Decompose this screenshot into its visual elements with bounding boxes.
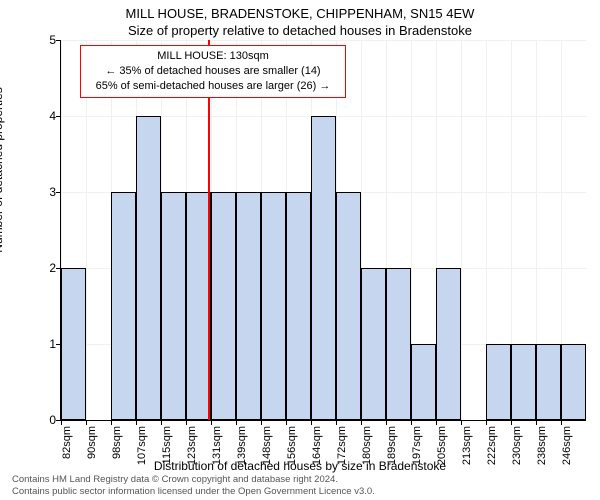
x-tick-mark <box>411 420 412 425</box>
x-tick-mark <box>236 420 237 425</box>
y-tick-mark <box>56 344 61 345</box>
x-tick-mark <box>336 420 337 425</box>
x-tick-label: 98sqm <box>111 426 123 459</box>
histogram-bar <box>236 192 261 420</box>
x-tick-mark <box>186 420 187 425</box>
x-tick-mark <box>536 420 537 425</box>
x-axis-label: Distribution of detached houses by size … <box>0 459 600 473</box>
y-tick-label: 0 <box>36 413 56 427</box>
histogram-bar <box>136 116 161 420</box>
x-tick-mark <box>461 420 462 425</box>
chart-container: MILL HOUSE, BRADENSTOKE, CHIPPENHAM, SN1… <box>0 0 600 500</box>
footer-note: Contains HM Land Registry data © Crown c… <box>12 474 375 498</box>
histogram-bar <box>311 116 336 420</box>
x-tick-label: 82sqm <box>61 426 73 459</box>
histogram-bar <box>411 344 436 420</box>
histogram-bar <box>361 268 386 420</box>
x-tick-mark <box>261 420 262 425</box>
info-box-line3: 65% of semi-detached houses are larger (… <box>87 79 339 94</box>
histogram-bar <box>336 192 361 420</box>
histogram-bar <box>536 344 561 420</box>
info-box-line2: ← 35% of detached houses are smaller (14… <box>87 64 339 79</box>
chart-title-sub: Size of property relative to detached ho… <box>0 23 600 38</box>
y-tick-label: 4 <box>36 109 56 123</box>
y-tick-mark <box>56 192 61 193</box>
x-tick-mark <box>211 420 212 425</box>
x-tick-mark <box>161 420 162 425</box>
histogram-bar <box>286 192 311 420</box>
y-tick-label: 5 <box>36 33 56 47</box>
histogram-bar <box>386 268 411 420</box>
x-tick-mark <box>386 420 387 425</box>
y-tick-mark <box>56 40 61 41</box>
histogram-bar <box>511 344 536 420</box>
histogram-bar <box>161 192 186 420</box>
footer-line2: Contains public sector information licen… <box>12 486 375 498</box>
footer-line1: Contains HM Land Registry data © Crown c… <box>12 474 375 486</box>
x-tick-mark <box>561 420 562 425</box>
histogram-bar <box>561 344 586 420</box>
x-tick-mark <box>511 420 512 425</box>
info-box-line1: MILL HOUSE: 130sqm <box>87 49 339 64</box>
histogram-bar <box>61 268 86 420</box>
y-tick-label: 2 <box>36 261 56 275</box>
x-tick-mark <box>486 420 487 425</box>
chart-title-main: MILL HOUSE, BRADENSTOKE, CHIPPENHAM, SN1… <box>0 6 600 21</box>
x-tick-mark <box>111 420 112 425</box>
y-tick-label: 1 <box>36 337 56 351</box>
x-tick-mark <box>311 420 312 425</box>
x-tick-label: 90sqm <box>86 426 98 459</box>
x-tick-mark <box>61 420 62 425</box>
x-tick-mark <box>361 420 362 425</box>
histogram-bar <box>211 192 236 420</box>
histogram-bar <box>486 344 511 420</box>
info-box: MILL HOUSE: 130sqm ← 35% of detached hou… <box>80 45 346 98</box>
y-tick-label: 3 <box>36 185 56 199</box>
y-tick-mark <box>56 116 61 117</box>
y-axis-label: Number of detached properties <box>0 87 5 252</box>
histogram-bar <box>436 268 461 420</box>
y-tick-mark <box>56 268 61 269</box>
histogram-bar <box>261 192 286 420</box>
x-tick-mark <box>286 420 287 425</box>
histogram-bar <box>111 192 136 420</box>
x-tick-mark <box>86 420 87 425</box>
x-tick-mark <box>136 420 137 425</box>
x-tick-mark <box>436 420 437 425</box>
